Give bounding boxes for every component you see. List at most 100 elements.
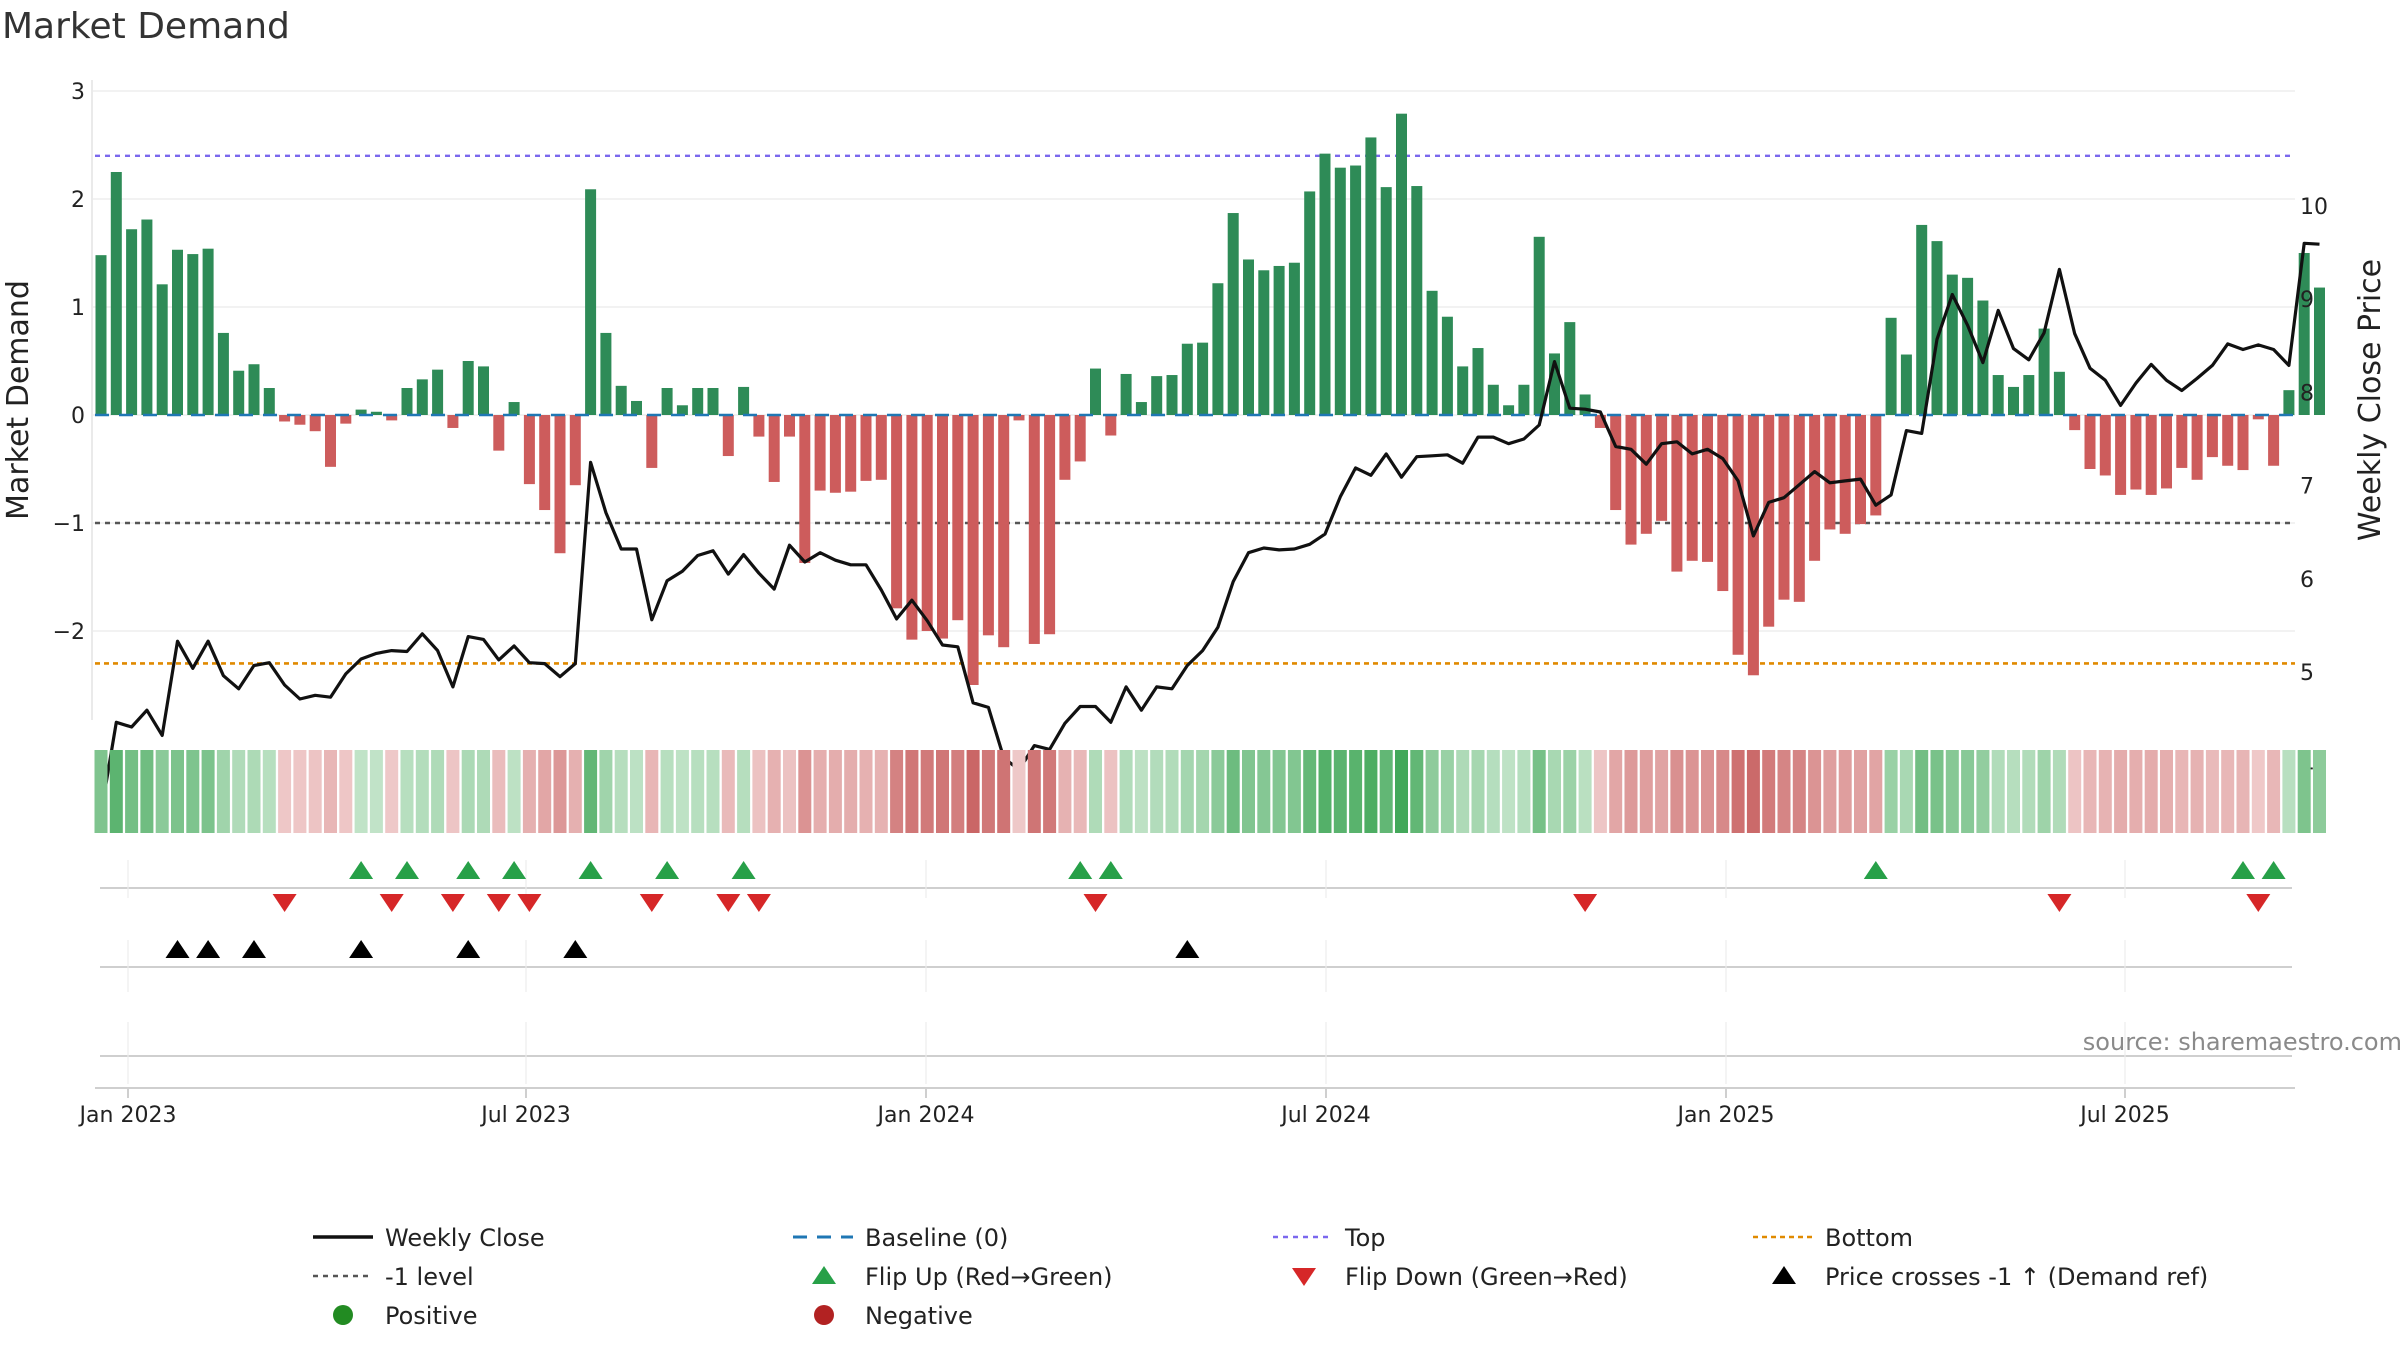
heat-cell (1945, 750, 1959, 833)
demand-bar (1288, 262, 1300, 415)
heat-cell (1333, 750, 1347, 833)
x-tick-label: Jul 2025 (2078, 1103, 2170, 1128)
x-tick-label: Jan 2025 (1676, 1103, 1775, 1128)
demand-bar (2084, 415, 2096, 469)
price-cross-marker (196, 940, 221, 958)
heat-cell (232, 750, 246, 833)
heat-cell (936, 750, 949, 833)
demand-bar (539, 415, 551, 511)
heat-cell (630, 750, 643, 833)
demand-bar (860, 415, 872, 481)
demand-bar (1747, 415, 1759, 676)
heat-cell (706, 750, 720, 833)
flip-up-marker (655, 861, 680, 879)
heat-cell (1180, 750, 1194, 833)
legend-baseline: Baseline (0) (865, 1224, 1008, 1252)
legend-bottom: Bottom (1825, 1224, 1913, 1252)
weekly-close-line (99, 241, 2320, 814)
demand-bar (768, 415, 780, 482)
demand-bar (585, 189, 597, 415)
flip-up-marker (1098, 861, 1123, 879)
heat-cell (737, 750, 751, 833)
demand-bar (1793, 415, 1805, 602)
demand-bar (722, 415, 734, 457)
demand-bar (401, 388, 413, 415)
heat-cell (2236, 750, 2250, 833)
heat-cell (1456, 750, 1470, 833)
left-tick-label: 1 (71, 296, 85, 321)
heat-cell (614, 750, 628, 833)
x-tick-label: Jan 2024 (876, 1103, 975, 1128)
heat-cell (109, 750, 123, 833)
heat-cell (278, 750, 292, 833)
heat-cell (1532, 750, 1546, 833)
x-tick-label: Jul 2023 (479, 1103, 571, 1128)
demand-bar (799, 415, 811, 563)
demand-bar (294, 415, 306, 425)
demand-bar (707, 388, 719, 415)
demand-bar (2038, 328, 2050, 415)
demand-bar (233, 370, 245, 415)
heat-cell (155, 750, 169, 833)
heat-cell (1165, 750, 1179, 833)
heat-cell (783, 750, 796, 833)
demand-bar (1732, 415, 1744, 655)
demand-bar (615, 385, 627, 415)
heat-cell (813, 750, 827, 833)
heat-cell (1808, 750, 1822, 833)
heat-cell (247, 750, 261, 833)
demand-bar (1503, 405, 1515, 415)
demand-bar (1059, 415, 1071, 480)
left-tick-label: 2 (71, 188, 85, 213)
flip-up-marker (2231, 861, 2255, 879)
heat-cell (1318, 750, 1332, 833)
demand-bar (1304, 191, 1316, 415)
demand-bar (1457, 366, 1469, 415)
demand-bar (2283, 390, 2295, 415)
demand-bar (1610, 415, 1622, 511)
demand-bar (248, 364, 260, 415)
heat-cell (201, 750, 215, 833)
heat-cell (354, 750, 368, 833)
heat-cell (1655, 750, 1669, 833)
heat-cell (308, 750, 322, 833)
heat-cell (1991, 750, 2005, 833)
heat-cell (1257, 750, 1271, 833)
demand-bar (110, 172, 122, 415)
demand-bar (1197, 342, 1209, 415)
heat-cell (324, 750, 337, 833)
heat-cell (2267, 750, 2281, 833)
demand-bar (1533, 236, 1545, 415)
demand-bar (1028, 415, 1040, 644)
flip-down-marker (440, 894, 465, 912)
heat-cell (1685, 750, 1699, 833)
demand-bar (1120, 373, 1132, 415)
demand-bar (646, 415, 658, 468)
demand-bar (462, 361, 474, 415)
demand-bar (1426, 290, 1438, 415)
heat-cell (675, 750, 689, 833)
demand-bar (1855, 415, 1866, 525)
demand-bar (2008, 386, 2019, 415)
heat-cell (1716, 750, 1730, 833)
heat-cell (431, 750, 445, 833)
demand-bar (845, 415, 857, 492)
flip-up-marker (1863, 861, 1888, 879)
heat-cell (2114, 750, 2128, 833)
price-cross-marker (165, 940, 190, 958)
demand-bar (2252, 415, 2264, 420)
demand-bar (952, 415, 964, 621)
legend-cross-swatch (1772, 1266, 1796, 1284)
heat-cell (553, 750, 567, 833)
demand-bar (1686, 415, 1698, 561)
left-tick-label: −1 (53, 512, 85, 537)
heat-cell (415, 750, 429, 833)
heat-cell (997, 750, 1011, 833)
heat-cell (186, 750, 200, 833)
heat-cell (1395, 750, 1408, 833)
heat-cell (522, 750, 536, 833)
heat-cell (1058, 750, 1072, 833)
heat-cell (171, 750, 184, 833)
demand-bar (1396, 113, 1407, 416)
